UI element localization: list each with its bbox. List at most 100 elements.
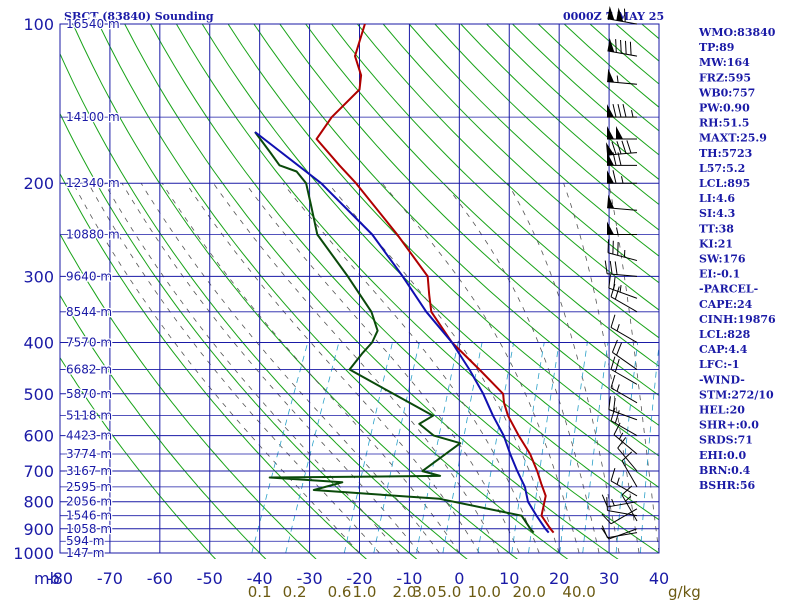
pressure-tick-label: 300 bbox=[23, 267, 54, 286]
dry-adiabat bbox=[382, 24, 659, 284]
sounding-index: LCL:828 bbox=[699, 328, 751, 341]
sounding-index: WB0:757 bbox=[698, 86, 755, 99]
moist-adiabat bbox=[213, 182, 500, 554]
moist-adiabat bbox=[608, 183, 659, 554]
dry-adiabat bbox=[150, 24, 659, 554]
height-label: 8544 m bbox=[66, 305, 112, 319]
wind-barb bbox=[610, 468, 638, 497]
wind-barb bbox=[607, 194, 638, 211]
moist-adiabat bbox=[104, 183, 400, 554]
pressure-tick-label: 100 bbox=[23, 15, 54, 34]
dry-adiabat bbox=[98, 24, 569, 559]
height-label: 2595 m bbox=[66, 480, 112, 494]
dry-adiabat bbox=[357, 24, 659, 311]
height-label: 6682 m bbox=[66, 363, 112, 377]
pressure-temperature-axes bbox=[59, 23, 660, 554]
mixing-ratio-line bbox=[640, 342, 659, 554]
temperature-tick-label: -20 bbox=[346, 569, 372, 588]
height-label: 1546 m bbox=[66, 509, 112, 523]
pressure-tick-label: 1000 bbox=[13, 544, 54, 563]
temperature-tick-label: 20 bbox=[549, 569, 569, 588]
wind-barb bbox=[604, 260, 638, 277]
temperature-tick-label: 40 bbox=[649, 569, 669, 588]
height-label: 7570 m bbox=[66, 335, 112, 349]
wind-barb bbox=[610, 283, 638, 313]
profile-line-1 bbox=[315, 24, 555, 534]
mixing-ratio-label: 10.0 bbox=[468, 583, 501, 600]
mixing-ratio-line bbox=[528, 342, 560, 554]
wind-barb bbox=[601, 494, 638, 508]
temperature-tick-label: 10 bbox=[499, 569, 519, 588]
sounding-index: -WIND- bbox=[699, 373, 745, 386]
height-label: 4423 m bbox=[66, 429, 112, 443]
sounding-index: LFC:-1 bbox=[699, 358, 740, 371]
moist-adiabat bbox=[563, 183, 640, 554]
dry-adiabat bbox=[279, 24, 659, 397]
wind-barb bbox=[605, 140, 638, 156]
moist-adiabat bbox=[72, 183, 360, 554]
height-label: 3167 m bbox=[66, 464, 112, 478]
dry-adiabat bbox=[60, 356, 217, 559]
temperature-tick-label: 0 bbox=[454, 569, 464, 588]
mixing-ratio-label: 0.6 bbox=[328, 583, 352, 600]
mixing-ratio-unit: g/kg bbox=[668, 583, 701, 600]
temperature-tick-label: -40 bbox=[247, 569, 273, 588]
height-label: 2056 m bbox=[66, 495, 112, 509]
wind-barb bbox=[607, 170, 637, 184]
sounding-index: LI:4.6 bbox=[699, 192, 735, 205]
moist-adiabat bbox=[88, 183, 380, 554]
moist-adiabat bbox=[140, 182, 440, 554]
temperature-tick-label: -50 bbox=[197, 569, 223, 588]
mixing-ratio-line bbox=[373, 342, 420, 554]
mixing-ratio-line bbox=[559, 342, 588, 554]
pressure-tick-label: 500 bbox=[23, 385, 54, 404]
height-label: 147 m bbox=[66, 546, 104, 560]
height-label: 14100 m bbox=[66, 110, 120, 124]
mixing-ratio-label: 1.0 bbox=[353, 583, 377, 600]
background-grid bbox=[60, 24, 659, 559]
sounding-index: SW:176 bbox=[699, 253, 746, 266]
dry-adiabat bbox=[60, 172, 367, 559]
mixing-ratio-line bbox=[416, 342, 459, 554]
sounding-index: EHI:0.0 bbox=[699, 449, 746, 462]
mixing-ratio-label: 0.2 bbox=[283, 583, 307, 600]
wind-barb bbox=[621, 485, 638, 522]
wind-barb bbox=[606, 497, 638, 517]
mixing-ratio-label: 5.0 bbox=[437, 583, 461, 600]
dry-adiabat bbox=[124, 24, 619, 559]
sounding-index: L57:5.2 bbox=[699, 162, 745, 175]
mixing-ratio-label: 0.1 bbox=[248, 583, 272, 600]
dry-adiabat bbox=[331, 24, 659, 339]
sounding-index: KI:21 bbox=[699, 237, 733, 250]
height-label: 16540 m bbox=[66, 17, 120, 31]
height-label: 12340 m bbox=[66, 176, 120, 190]
wind-barb bbox=[610, 407, 638, 437]
height-label: 3774 m bbox=[66, 447, 112, 461]
wind-barb bbox=[610, 314, 638, 343]
temperature-tick-label: -80 bbox=[47, 569, 73, 588]
sounding-index: MW:164 bbox=[699, 56, 750, 69]
dry-adiabat bbox=[408, 24, 659, 257]
dry-adiabat bbox=[305, 24, 659, 367]
mixing-ratio-label: 3.0 bbox=[412, 583, 436, 600]
dry-adiabat bbox=[201, 24, 659, 489]
mixing-ratio-label: 40.0 bbox=[562, 583, 595, 600]
height-label: 594 m bbox=[66, 534, 104, 548]
wind-barb bbox=[608, 274, 638, 299]
moist-adiabat bbox=[327, 182, 560, 554]
wind-barb bbox=[607, 5, 638, 25]
wind-barb bbox=[601, 508, 638, 525]
sounding-index: BRN:0.4 bbox=[699, 464, 751, 477]
sounding-index: RH:51.5 bbox=[699, 117, 749, 130]
temperature-tick-label: -70 bbox=[97, 569, 123, 588]
dry-adiabat bbox=[60, 233, 317, 559]
sounding-index: CAP:4.4 bbox=[699, 343, 748, 356]
valid-time: 0000Z 7 MAY 25 bbox=[563, 10, 664, 23]
sounding-index: BSHR:56 bbox=[699, 479, 755, 492]
sounding-index: CAPE:24 bbox=[699, 298, 753, 311]
pressure-tick-label: 200 bbox=[23, 174, 54, 193]
wind-barbs bbox=[601, 5, 638, 540]
dry-adiabat bbox=[589, 24, 659, 85]
sounding-index: CINH:19876 bbox=[699, 313, 776, 326]
